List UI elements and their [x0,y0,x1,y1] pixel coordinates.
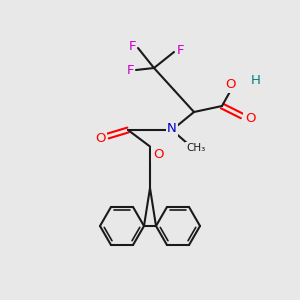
Text: O: O [245,112,255,124]
Text: H: H [251,74,261,86]
Text: CH₃: CH₃ [186,143,206,153]
Text: F: F [128,40,136,52]
Text: O: O [95,131,105,145]
Text: O: O [225,79,235,92]
Text: F: F [176,44,184,56]
Text: F: F [126,64,134,76]
Text: N: N [167,122,177,136]
Text: O: O [153,148,163,160]
